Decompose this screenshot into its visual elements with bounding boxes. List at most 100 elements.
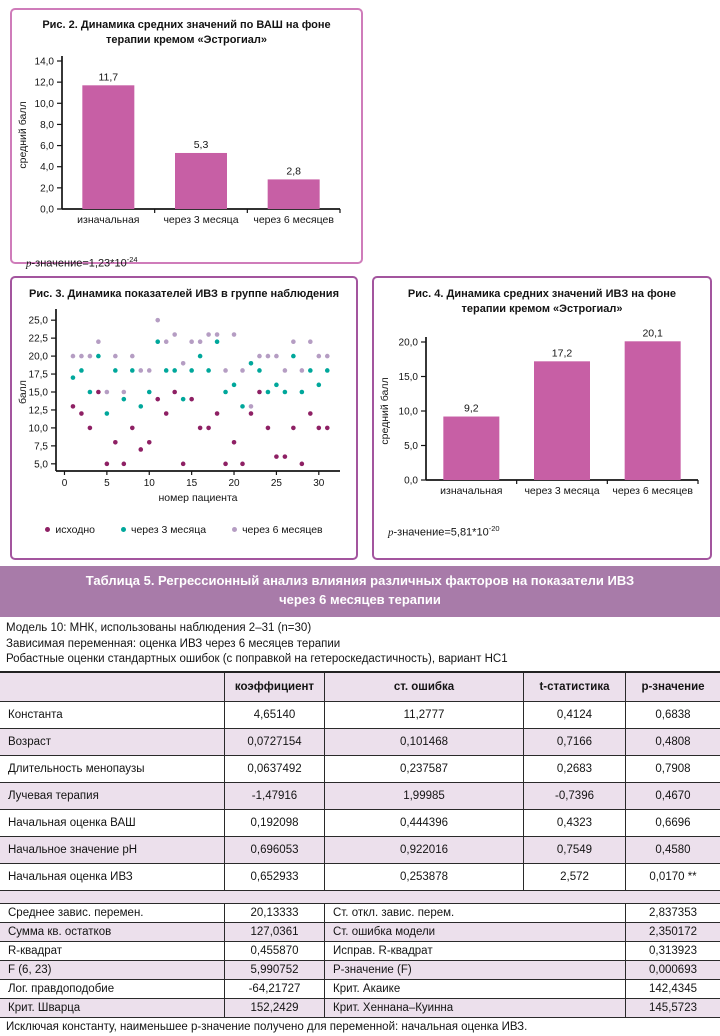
- figure-4-bar-chart: 0,0 5,0 10,0 15,0 20,0 9,2 изначальная 17,2 чере…: [379, 327, 699, 497]
- svg-text:15: 15: [186, 478, 198, 489]
- table-cell: 0,253878: [324, 864, 523, 891]
- svg-text:балл: балл: [17, 380, 29, 404]
- svg-text:0,0: 0,0: [404, 475, 418, 486]
- svg-text:10,0: 10,0: [29, 423, 49, 434]
- figure-4-panel: Рис. 4. Динамика средних значений ИВЗ на…: [372, 276, 712, 560]
- svg-text:12,5: 12,5: [29, 405, 49, 416]
- table-cell: ст. ошибка: [324, 673, 523, 702]
- legend-marker-icon: [232, 527, 238, 533]
- svg-text:10,0: 10,0: [399, 406, 419, 417]
- table-cell: 20,13333: [224, 904, 324, 923]
- svg-text:17,5: 17,5: [29, 369, 49, 380]
- table-row: Лог. правдоподобие -64,21727 Крит. Акаике 1…: [0, 980, 720, 1000]
- table-cell: Константа: [8, 709, 63, 722]
- svg-text:9,2: 9,2: [464, 402, 479, 414]
- figure-2-panel: Рис. 2. Динамика средних значений по ВАШ…: [10, 8, 363, 269]
- table-cell: [0, 673, 224, 701]
- svg-text:номер пациента: номер пациента: [158, 492, 237, 504]
- table-cell: Среднее завис. перемен.: [8, 907, 144, 920]
- svg-text:12,0: 12,0: [35, 77, 55, 88]
- table-cell: 145,5723: [625, 999, 720, 1018]
- table-cell: 152,2429: [224, 999, 324, 1018]
- svg-text:11,7: 11,7: [98, 71, 118, 83]
- figure-3-panel: Рис. 3. Динамика показателей ИВЗ в групп…: [10, 276, 358, 560]
- table-cell: 1,99985: [324, 783, 523, 810]
- legend-item: исходно: [45, 524, 95, 536]
- table-cell: Начальная оценка ИВЗ: [8, 871, 133, 884]
- table-cell: 0,455870: [224, 942, 324, 961]
- table-cell: p-значение: [625, 673, 720, 702]
- svg-text:6,0: 6,0: [40, 141, 54, 152]
- table-cell: 0,313923: [625, 942, 720, 961]
- table-row: F (6, 23) 5,990752 P-значение (F) 0,000693: [0, 961, 720, 981]
- table-cell: Крит. Акаике: [324, 980, 625, 999]
- svg-text:средний балл: средний балл: [17, 101, 29, 168]
- table-row: коэффициент ст. ошибка t-статистика p-значе…: [0, 673, 720, 703]
- table-cell: 0,652933: [224, 864, 324, 891]
- table-note-line: Зависимая переменная: оценка ИВЗ через 6…: [6, 637, 341, 650]
- svg-text:через 6 месяцев: через 6 месяцев: [612, 485, 693, 497]
- table-cell: 0,101468: [324, 729, 523, 756]
- table-row: Длительность менопаузы 0,0637492 0,237587 0…: [0, 756, 720, 784]
- table-cell: 0,7166: [523, 729, 625, 756]
- table-cell: 142,4345: [625, 980, 720, 999]
- svg-text:10: 10: [144, 478, 156, 489]
- svg-text:через 3 месяца: через 3 месяца: [524, 485, 599, 497]
- svg-text:25: 25: [271, 478, 283, 489]
- table-cell: 0,6696: [625, 810, 720, 837]
- table-row: Среднее завис. перемен. 20,13333 Ст. откл.…: [0, 904, 720, 924]
- legend-item: через 3 месяца: [120, 524, 206, 536]
- p-symbol: p: [26, 257, 32, 270]
- svg-text:10,0: 10,0: [35, 98, 55, 109]
- table-cell: 0,192098: [224, 810, 324, 837]
- svg-text:0: 0: [62, 478, 68, 489]
- table-cell: 0,0727154: [224, 729, 324, 756]
- table-cell: 5,990752: [224, 961, 324, 980]
- table-section-separator: [0, 891, 720, 905]
- table-row: Начальная оценка ВАШ 0,192098 0,444396 0,43…: [0, 810, 720, 838]
- table-cell: P-значение (F): [324, 961, 625, 980]
- table-cell: 0,4323: [523, 810, 625, 837]
- svg-text:через 3 месяца: через 3 месяца: [163, 214, 238, 226]
- figure-4-p-value: p-значение=5,81*10-20: [388, 523, 500, 539]
- table-cell: 0,4580: [625, 837, 720, 864]
- table-cell: Крит. Шварца: [8, 1002, 81, 1015]
- table-row: Сумма кв. остатков 127,0361 Ст. ошибка мод…: [0, 923, 720, 943]
- table-cell: 2,572: [523, 864, 625, 891]
- table-5-model-notes: Модель 10: МНК, использованы наблюдения …: [0, 617, 720, 674]
- table-cell: 2,350172: [625, 923, 720, 942]
- table-cell: 0,2683: [523, 756, 625, 783]
- svg-text:0,0: 0,0: [40, 204, 54, 215]
- table-cell: Ст. ошибка модели: [324, 923, 625, 942]
- figure-2-p-value: p-значение=1,23*10-24: [26, 254, 138, 270]
- table-cell: 0,0637492: [224, 756, 324, 783]
- figure-4-title: Рис. 4. Динамика средних значений ИВЗ на…: [407, 288, 677, 315]
- table-note-line: Робастные оценки стандартных ошибок (с п…: [6, 653, 508, 666]
- legend-item: через 6 месяцев: [232, 524, 323, 536]
- table-cell: коэффициент: [224, 673, 324, 702]
- table-row: R-квадрат 0,455870 Исправ. R-квадрат 0,3139…: [0, 942, 720, 962]
- p-symbol: p: [388, 526, 394, 539]
- svg-text:5,3: 5,3: [194, 139, 209, 151]
- svg-text:14,0: 14,0: [35, 56, 55, 67]
- table-cell: Исправ. R-квадрат: [324, 942, 625, 961]
- table-cell: 11,2777: [324, 702, 523, 729]
- svg-text:20,1: 20,1: [642, 327, 663, 339]
- table-cell: Начальное значение pH: [8, 844, 138, 857]
- svg-text:средний балл: средний балл: [379, 377, 391, 444]
- table-cell: Ст. откл. завис. перем.: [324, 904, 625, 923]
- table-5-footnote: Исключая константу, наименьшее p-значени…: [6, 1021, 528, 1034]
- figure-3-scatter-chart: 5,0 7,5 10,0 12,5 15,0 17,5 20,0 22,5 25,0 0 5 10 15…: [17, 308, 340, 504]
- svg-text:5: 5: [104, 478, 110, 489]
- table-row: Начальная оценка ИВЗ 0,652933 0,253878 2,57…: [0, 864, 720, 892]
- table-cell: 127,0361: [224, 923, 324, 942]
- table-cell: 0,4808: [625, 729, 720, 756]
- table-cell: Длительность менопаузы: [8, 763, 145, 776]
- table-cell: 0,4124: [523, 702, 625, 729]
- table-cell: Лог. правдоподобие: [8, 983, 115, 996]
- table-cell: F (6, 23): [8, 964, 52, 977]
- svg-text:7,5: 7,5: [34, 441, 48, 452]
- table-cell: t-статистика: [523, 673, 625, 702]
- table-cell: Лучевая терапия: [8, 790, 99, 803]
- table-5-body: коэффициент ст. ошибка t-статистика p-значе…: [0, 673, 720, 1019]
